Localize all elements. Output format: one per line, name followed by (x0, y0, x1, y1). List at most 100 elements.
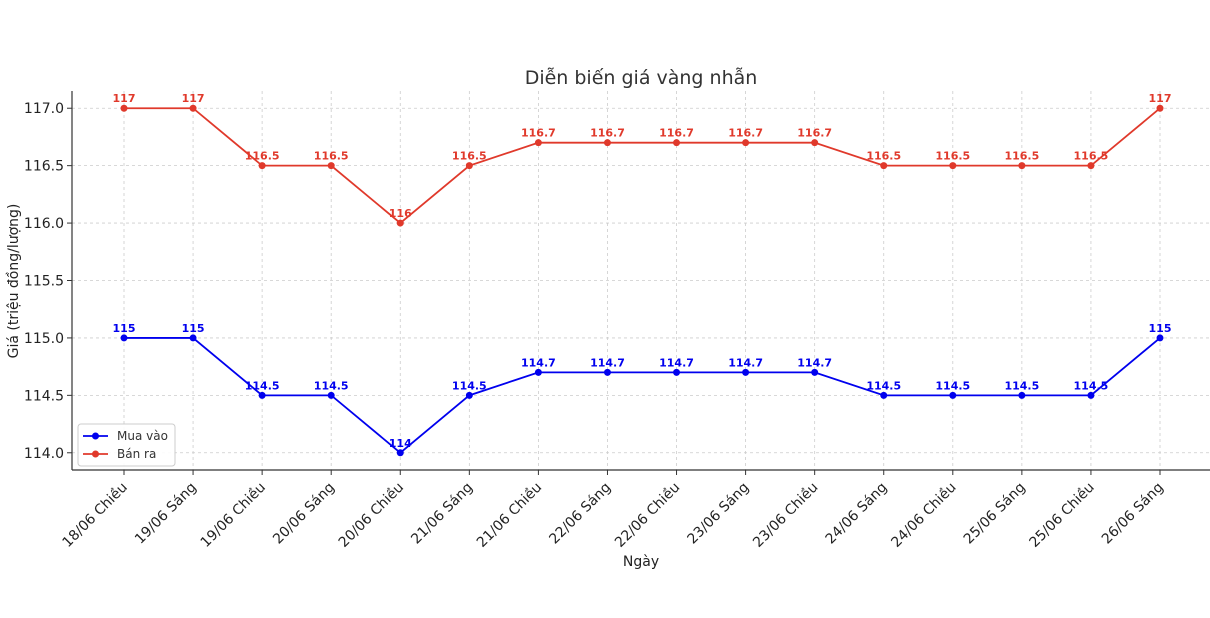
data-point (465, 391, 473, 399)
data-point (465, 162, 473, 170)
data-point (120, 104, 128, 112)
legend-item: Bán ra (83, 447, 156, 461)
data-label: 114.7 (590, 356, 625, 369)
data-point (603, 368, 611, 376)
data-label: 114 (389, 437, 412, 450)
data-point (880, 391, 888, 399)
data-label: 115 (1149, 322, 1172, 335)
y-tick-label: 115.0 (24, 331, 64, 347)
data-label: 114.7 (728, 356, 763, 369)
data-label: 116.5 (314, 150, 349, 163)
legend-marker (92, 450, 99, 458)
x-tick-label: 21/06 Chiều (473, 479, 545, 551)
x-tick-label: 25/06 Sáng (961, 480, 1029, 548)
legend-marker (92, 432, 99, 440)
data-label: 116.5 (866, 150, 901, 163)
data-point (258, 162, 266, 170)
data-label: 116 (389, 207, 412, 220)
data-point (742, 139, 750, 147)
data-label: 116.5 (1004, 150, 1039, 163)
data-point (1156, 334, 1164, 342)
x-tick-label: 22/06 Chiều (611, 479, 683, 551)
data-point (811, 139, 819, 147)
data-point (1156, 104, 1164, 112)
data-label: 114.5 (1074, 379, 1109, 392)
data-label: 116.5 (935, 150, 970, 163)
y-axis-ticks: 114.0 114.5 115.0 115.5 116.0 116.5 117.0 (24, 101, 72, 462)
data-point (673, 139, 681, 147)
data-label: 116.7 (797, 127, 832, 140)
data-point (327, 391, 335, 399)
data-label: 114.7 (521, 356, 556, 369)
data-label: 114.5 (245, 379, 280, 392)
grid-lines (72, 91, 1210, 470)
data-point (1087, 162, 1095, 170)
data-label: 117 (1149, 92, 1172, 105)
x-tick-label: 23/06 Chiều (749, 479, 821, 551)
data-label: 116.7 (521, 127, 556, 140)
data-point (673, 368, 681, 376)
data-point (396, 449, 404, 457)
y-tick-label: 116.0 (24, 216, 64, 232)
data-label: 117 (182, 92, 205, 105)
y-tick-label: 116.5 (24, 159, 64, 175)
chart-title: Diễn biến giá vàng nhẫn (525, 66, 758, 89)
data-label: 115 (182, 322, 205, 335)
data-label: 115 (113, 322, 136, 335)
series-mua-vao: 115 115 114.5 114.5 114 114.5 114.7 114.7 114.7 1… (113, 322, 1172, 457)
data-point (327, 162, 335, 170)
data-label: 114.5 (935, 379, 970, 392)
data-point (603, 139, 611, 147)
data-label: 116.5 (245, 150, 280, 163)
data-point (1018, 391, 1026, 399)
x-tick-label: 21/06 Sáng (408, 480, 476, 548)
x-tick-label: 24/06 Sáng (823, 480, 891, 548)
data-point (534, 139, 542, 147)
data-point (1018, 162, 1026, 170)
x-tick-label: 25/06 Chiều (1026, 479, 1098, 551)
data-point (949, 162, 957, 170)
x-tick-label: 20/06 Chiều (335, 479, 407, 551)
data-label: 116.5 (1074, 150, 1109, 163)
data-label: 114.7 (797, 356, 832, 369)
x-axis-label: Ngày (623, 554, 659, 570)
data-label: 117 (113, 92, 136, 105)
data-point (1087, 391, 1095, 399)
data-label: 116.7 (590, 127, 625, 140)
data-point (880, 162, 888, 170)
data-point (258, 391, 266, 399)
x-tick-label: 23/06 Sáng (685, 480, 753, 548)
x-tick-label: 18/06 Chiều (59, 479, 131, 551)
data-label: 116.5 (452, 150, 487, 163)
legend-item: Mua vào (83, 429, 168, 443)
legend: Mua vào Bán ra (77, 423, 176, 467)
data-point (534, 368, 542, 376)
legend-label: Bán ra (117, 447, 156, 461)
series-line (124, 337, 1161, 454)
data-point (120, 334, 128, 342)
x-tick-label: 24/06 Chiều (888, 479, 960, 551)
data-label: 114.5 (452, 379, 487, 392)
data-point (742, 368, 750, 376)
data-point (811, 368, 819, 376)
data-point (949, 391, 957, 399)
y-tick-label: 114.5 (24, 388, 64, 404)
data-label: 114.5 (1004, 379, 1039, 392)
data-label: 114.7 (659, 356, 694, 369)
y-axis-label: Giá (triệu đồng/lượng) (5, 204, 22, 359)
data-point (189, 104, 197, 112)
data-point (189, 334, 197, 342)
data-label: 114.5 (866, 379, 901, 392)
x-tick-label: 19/06 Sáng (132, 480, 200, 548)
y-tick-label: 114.0 (24, 446, 64, 462)
data-label: 114.5 (314, 379, 349, 392)
data-point (396, 219, 404, 227)
series-group: 115 115 114.5 114.5 114 114.5 114.7 114.7 114.7 1… (113, 92, 1172, 457)
y-tick-label: 117.0 (24, 101, 64, 117)
x-tick-label: 20/06 Sáng (270, 480, 338, 548)
x-tick-label: 26/06 Sáng (1099, 480, 1167, 548)
legend-label: Mua vào (117, 429, 168, 443)
y-tick-label: 115.5 (24, 274, 64, 290)
